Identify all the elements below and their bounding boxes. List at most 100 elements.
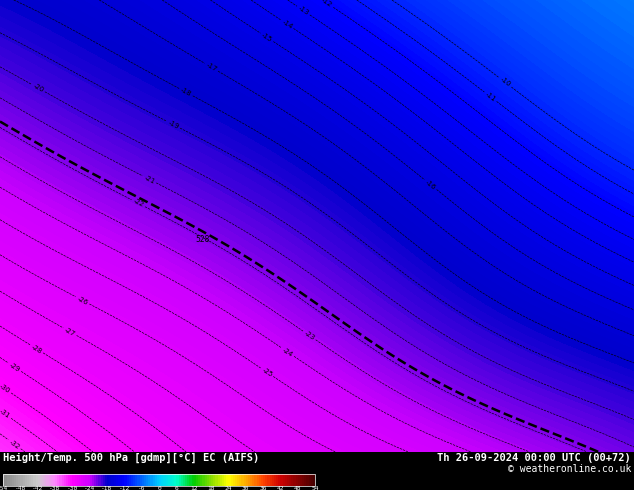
Bar: [36, 474, 37, 486]
Bar: [196, 474, 198, 486]
Bar: [217, 474, 219, 486]
Bar: [174, 474, 176, 486]
Bar: [285, 474, 287, 486]
Bar: [224, 474, 226, 486]
Text: -11: -11: [484, 91, 497, 102]
Bar: [202, 474, 205, 486]
Text: -10: -10: [499, 76, 512, 88]
Bar: [10, 474, 11, 486]
Bar: [79, 474, 81, 486]
Bar: [239, 474, 242, 486]
Bar: [155, 474, 157, 486]
Text: Th 26-09-2024 00:00 UTC (00+72): Th 26-09-2024 00:00 UTC (00+72): [437, 453, 631, 463]
Text: © weatheronline.co.uk: © weatheronline.co.uk: [508, 464, 631, 474]
Bar: [122, 474, 124, 486]
Bar: [25, 474, 27, 486]
Bar: [153, 474, 155, 486]
Text: -30: -30: [67, 487, 78, 490]
Text: -31: -31: [0, 408, 11, 419]
Bar: [103, 474, 105, 486]
Text: -29: -29: [8, 362, 21, 373]
Bar: [231, 474, 233, 486]
Text: -18: -18: [101, 487, 113, 490]
Text: -25: -25: [261, 367, 273, 378]
Bar: [98, 474, 101, 486]
Bar: [259, 474, 261, 486]
Bar: [261, 474, 263, 486]
Bar: [8, 474, 10, 486]
Bar: [245, 474, 248, 486]
Bar: [205, 474, 207, 486]
Bar: [115, 474, 118, 486]
Bar: [96, 474, 98, 486]
Bar: [22, 474, 25, 486]
Text: -6: -6: [138, 487, 145, 490]
Bar: [228, 474, 231, 486]
Bar: [271, 474, 274, 486]
Bar: [29, 474, 31, 486]
Text: -16: -16: [424, 179, 437, 191]
Bar: [304, 474, 306, 486]
Bar: [274, 474, 276, 486]
Text: -23: -23: [303, 330, 316, 341]
Bar: [89, 474, 92, 486]
Bar: [87, 474, 89, 486]
Bar: [193, 474, 196, 486]
Bar: [187, 474, 190, 486]
Bar: [157, 474, 159, 486]
Bar: [113, 474, 115, 486]
Bar: [83, 474, 86, 486]
Bar: [216, 474, 217, 486]
Bar: [131, 474, 133, 486]
Bar: [190, 474, 191, 486]
Bar: [86, 474, 87, 486]
Text: Height/Temp. 500 hPa [gdmp][°C] EC (AIFS): Height/Temp. 500 hPa [gdmp][°C] EC (AIFS…: [3, 453, 259, 463]
Bar: [44, 474, 46, 486]
Text: -42: -42: [32, 487, 43, 490]
Text: -21: -21: [143, 174, 156, 185]
Bar: [146, 474, 148, 486]
Bar: [61, 474, 63, 486]
Bar: [31, 474, 34, 486]
Bar: [60, 474, 61, 486]
Text: -19: -19: [167, 119, 179, 130]
Bar: [124, 474, 127, 486]
Text: -54: -54: [0, 487, 9, 490]
Text: -48: -48: [15, 487, 26, 490]
Bar: [191, 474, 193, 486]
Bar: [200, 474, 202, 486]
Bar: [170, 474, 172, 486]
Bar: [27, 474, 29, 486]
Bar: [254, 474, 257, 486]
Bar: [159, 474, 161, 486]
Bar: [46, 474, 48, 486]
Bar: [181, 474, 183, 486]
Bar: [133, 474, 135, 486]
Bar: [57, 474, 60, 486]
Bar: [53, 474, 55, 486]
Bar: [164, 474, 165, 486]
Bar: [207, 474, 209, 486]
Bar: [42, 474, 44, 486]
Text: -27: -27: [63, 326, 76, 337]
Bar: [139, 474, 141, 486]
Text: -38: -38: [49, 487, 61, 490]
Bar: [265, 474, 268, 486]
Text: 6: 6: [174, 487, 178, 490]
Bar: [75, 474, 77, 486]
Bar: [105, 474, 107, 486]
Bar: [295, 474, 298, 486]
Bar: [141, 474, 144, 486]
Bar: [309, 474, 311, 486]
Bar: [269, 474, 271, 486]
Bar: [68, 474, 70, 486]
Bar: [291, 474, 294, 486]
Bar: [179, 474, 181, 486]
Bar: [222, 474, 224, 486]
Bar: [48, 474, 51, 486]
Bar: [66, 474, 68, 486]
Text: -12: -12: [119, 487, 130, 490]
Bar: [311, 474, 313, 486]
Bar: [263, 474, 265, 486]
Bar: [77, 474, 79, 486]
